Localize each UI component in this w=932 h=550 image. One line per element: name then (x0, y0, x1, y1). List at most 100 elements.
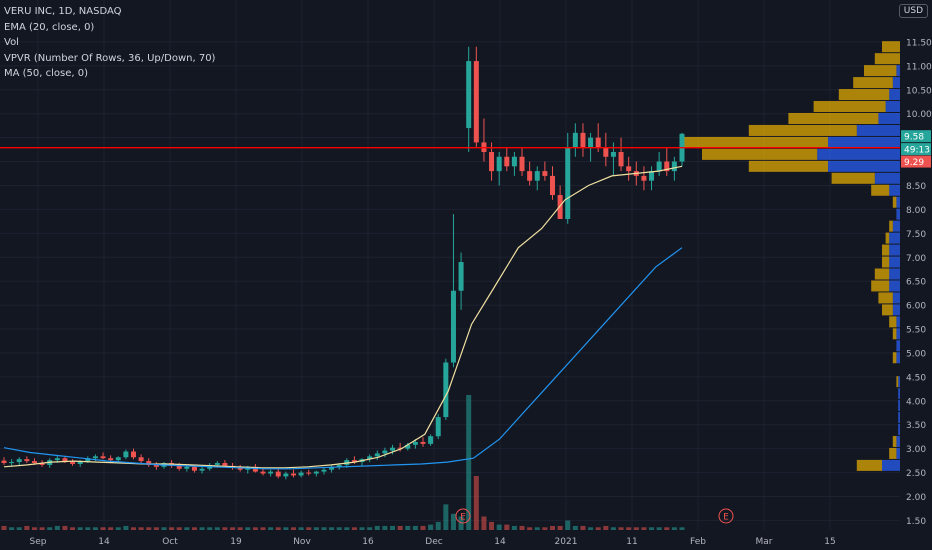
volume-bar (214, 527, 220, 530)
volume-bar (527, 527, 533, 530)
candle-body (656, 161, 662, 172)
vpvr-down-bar (889, 220, 893, 232)
candle-body (260, 471, 266, 474)
legend-title[interactable]: VERU INC, 1D, NASDAQ (4, 6, 122, 17)
time-axis-background (0, 530, 932, 550)
candle-body (31, 461, 37, 464)
volume-bar (169, 527, 175, 530)
candle-body (146, 461, 152, 465)
price-tick-label: 11.00 (906, 62, 932, 72)
candle-body (458, 262, 464, 291)
candle-body (237, 467, 243, 470)
candle-body (580, 132, 586, 148)
volume-bar (100, 527, 106, 530)
earnings-marker-label[interactable]: E (723, 513, 729, 523)
vpvr-up-bar (896, 196, 900, 208)
volume-bar (321, 527, 327, 530)
candlesticks (1, 46, 685, 480)
volume-bar (511, 525, 517, 530)
vpvr-up-bar (896, 447, 900, 459)
volume-bar (679, 527, 685, 530)
volume-bar (359, 527, 365, 530)
volume-bar (504, 524, 510, 530)
vpvr-up-bar (896, 328, 900, 340)
volume-bar (626, 527, 632, 530)
candle-body (511, 156, 517, 167)
earnings-marker-icon[interactable] (455, 508, 471, 524)
candle-body (283, 473, 289, 477)
volume-bar (16, 527, 22, 530)
volume-bar (31, 527, 37, 530)
currency-button[interactable]: USD (898, 4, 928, 18)
candle-body (336, 464, 342, 467)
candle-body (588, 137, 594, 148)
candle-body (473, 61, 479, 143)
vpvr-up-bar (896, 65, 900, 77)
volume-bar (450, 513, 456, 530)
vpvr-down-bar (882, 304, 893, 316)
vpvr-down-bar (702, 148, 818, 160)
volume-bar (344, 527, 350, 530)
time-axis[interactable]: Sep 14 Oct 19 Nov 16 Dec 14 2021 11 Feb Mar 15 (0, 530, 932, 550)
vpvr-up-bar (828, 160, 900, 172)
candle-body (77, 461, 83, 464)
candle-body (595, 137, 601, 148)
vpvr-down-bar (864, 65, 897, 77)
price-axis-background (900, 0, 932, 550)
vpvr-down-bar (788, 112, 879, 124)
price-tick-label: 6.50 (906, 278, 926, 288)
price-tick-label: 5.50 (906, 326, 926, 336)
volume-bar (329, 527, 335, 530)
grid (0, 0, 900, 530)
candle-body (397, 447, 403, 449)
legend-volume[interactable]: Vol (4, 37, 19, 48)
price-tick-label: 8.50 (906, 182, 926, 192)
volume-bar (367, 527, 373, 530)
volume-bar (397, 525, 403, 530)
price-tick-label: 2.00 (906, 493, 926, 503)
vpvr-down-bar (680, 136, 828, 148)
candle-body (572, 132, 578, 148)
candle-body (435, 417, 441, 437)
price-tick-label: 1.50 (906, 517, 926, 527)
vpvr-up-bar (885, 101, 900, 113)
earnings-marker-label[interactable]: E (460, 513, 466, 523)
volume-bar (649, 527, 655, 530)
time-tick-label: Feb (690, 537, 706, 547)
vpvr-down-bar (871, 184, 890, 196)
candle-body (306, 472, 312, 474)
volume-bar (275, 527, 281, 530)
vpvr-down-bar (853, 77, 893, 89)
volume-bar (199, 527, 205, 530)
price-axis[interactable]: 11.5011.0010.5010.009.509.008.508.007.50… (900, 0, 932, 550)
vpvr-up-bar (898, 412, 900, 424)
vpvr-down-bar (882, 244, 890, 256)
volume-bar (161, 527, 167, 530)
volume-bar (351, 527, 357, 530)
earnings-marker-icon[interactable] (718, 508, 734, 524)
time-tick-label: 2021 (555, 537, 578, 547)
volume-bar (54, 525, 60, 530)
candle-body (54, 458, 60, 461)
legend-vpvr[interactable]: VPVR (Number Of Rows, 36, Up/Down, 70) (4, 52, 216, 64)
time-tick-label: 19 (230, 537, 242, 547)
candle-body (62, 458, 68, 463)
volume-bar (382, 525, 388, 530)
legend-ma[interactable]: MA (50, close, 0) (4, 68, 89, 79)
volume-bar (70, 527, 76, 530)
last-price-label-background (901, 130, 931, 143)
volume-bar (618, 527, 624, 530)
hline-price-label: 9.29 (904, 158, 924, 168)
volume-bar (131, 527, 137, 530)
candle-body (405, 444, 411, 449)
vpvr-down-bar (838, 89, 890, 101)
candle-body (70, 462, 76, 464)
candle-body (671, 161, 677, 172)
legend-ema[interactable]: EMA (20, close, 0) (4, 21, 95, 33)
volume-bar (138, 527, 144, 530)
volume-bar (47, 527, 53, 530)
time-tick-label: 14 (98, 537, 110, 547)
volume-bar (39, 527, 45, 530)
